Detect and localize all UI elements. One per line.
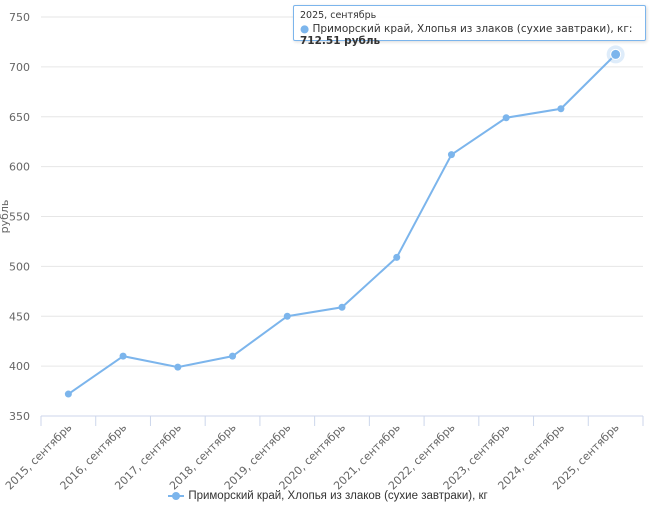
legend-line-icon [168,491,185,500]
legend-item[interactable]: Приморский край, Хлопья из злаков (сухие… [0,490,656,502]
y-tick-label: 750 [9,11,30,24]
tooltip-series: Приморский край, Хлопья из злаков (сухие… [312,23,633,35]
y-tick-label: 400 [9,360,30,373]
data-point [229,352,237,360]
data-point [502,114,510,122]
tooltip-date: 2025, сентябрь [300,10,377,21]
y-tick-label: 450 [9,310,30,323]
data-point [393,253,401,261]
y-axis-title: рубль [0,200,11,234]
data-point [610,48,622,60]
tooltip-series-dot-icon: ● [300,23,310,35]
y-tick-label: 700 [9,61,30,74]
data-point [338,303,346,311]
y-tick-label: 600 [9,161,30,174]
tooltip-value: 712.51 рубль [300,35,381,47]
y-tick-label: 350 [9,410,30,423]
y-tick-label: 550 [9,211,30,224]
y-tick-label: 500 [9,260,30,273]
data-point [174,363,182,371]
series-line [67,53,617,395]
data-point [447,151,455,159]
legend-label: Приморский край, Хлопья из злаков (сухие… [188,490,488,502]
data-point [64,390,72,398]
data-point [283,312,291,320]
y-tick-label: 650 [9,111,30,124]
tooltip: 2025, сентябрь ● Приморский край, Хлопья… [293,5,646,47]
data-point [557,105,565,113]
data-point [119,352,127,360]
